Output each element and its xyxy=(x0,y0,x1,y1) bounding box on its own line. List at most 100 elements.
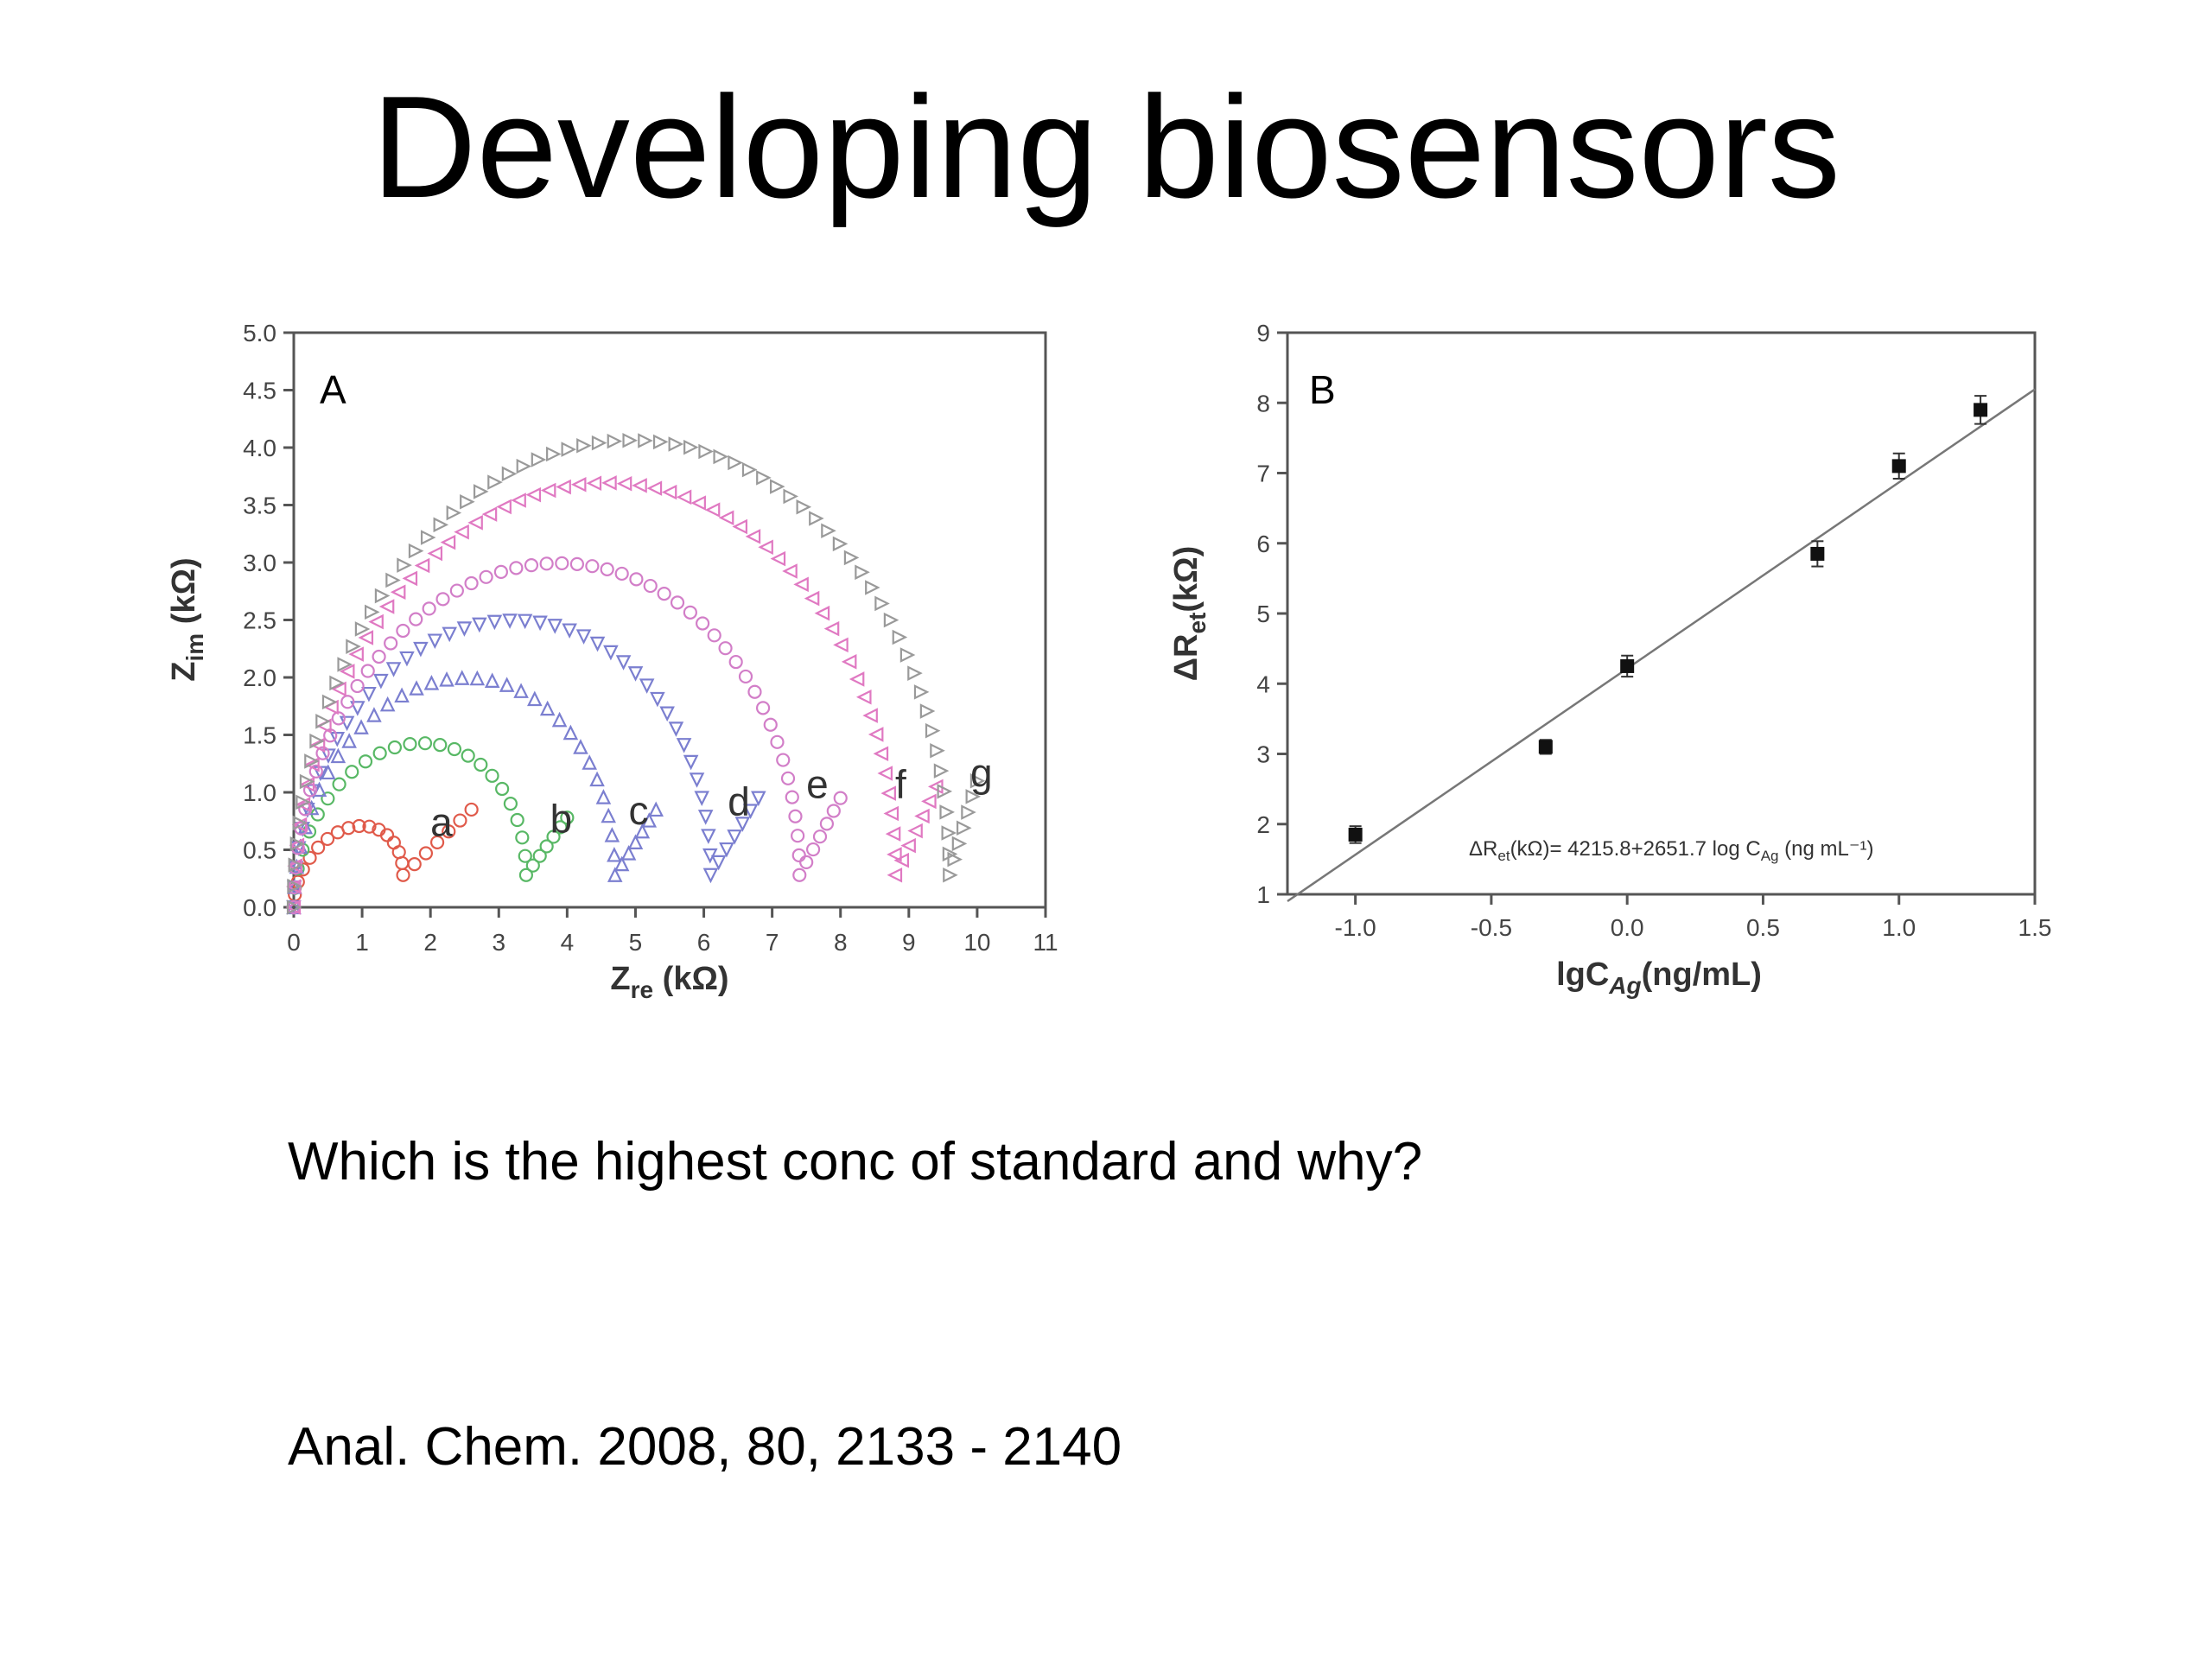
chart-a-data-point xyxy=(887,867,903,883)
chart-a-data-point xyxy=(454,524,469,540)
chart-a-data-point xyxy=(591,435,607,451)
chart-a-data-point xyxy=(710,855,727,871)
chart-a-data-point xyxy=(751,791,766,807)
chart-b-y-label-sub: et xyxy=(1184,613,1211,634)
chart-a-data-point xyxy=(601,475,617,491)
chart-a-y-label-sub: im xyxy=(181,633,208,662)
chart-a-data-point xyxy=(464,802,479,817)
chart-a-data-point xyxy=(368,613,384,630)
chart-a-data-point xyxy=(403,737,417,752)
chart-a-data-point xyxy=(525,858,540,873)
chart-a-data-point xyxy=(873,746,889,762)
chart-a-data-point xyxy=(576,437,592,454)
chart-b-panel-label: B xyxy=(1309,367,1336,412)
chart-a-data-point xyxy=(358,754,373,769)
chart-a-data-point xyxy=(742,804,759,819)
chart-a-data-point xyxy=(345,765,359,779)
chart-a-data-point xyxy=(287,878,302,894)
chart-a-data-point xyxy=(907,823,923,839)
chart-a-data-point xyxy=(648,801,664,817)
chart-a-data-point xyxy=(823,620,840,637)
chart-b-y-label-main: ΔR xyxy=(1168,634,1205,682)
chart-a-data-point xyxy=(449,583,464,598)
chart-a-data-point xyxy=(339,664,355,679)
chart-a-data-point xyxy=(540,482,556,499)
chart-a-x-tick-label: 10 xyxy=(963,929,990,956)
chart-b-equation: ΔRet(kΩ)= 4215.8+2651.7 log CAg (ng mL⁻¹… xyxy=(1469,837,1874,864)
chart-a-x-label-main: Z xyxy=(610,961,630,997)
chart-a-data-point xyxy=(372,746,387,760)
chart-b-x-tick-label: 0.0 xyxy=(1611,914,1644,941)
chart-a-data-point xyxy=(408,543,424,559)
chart-a-data-point xyxy=(309,737,326,753)
chart-a-data-point xyxy=(501,466,518,482)
chart-a-data-point xyxy=(694,791,710,806)
chart-a-data-point xyxy=(865,580,880,595)
chart-a-data-point xyxy=(755,701,771,715)
chart-a-data-point xyxy=(308,764,323,779)
chart-a-data-point xyxy=(320,831,335,847)
chart-a-curve-label-f: f xyxy=(895,762,906,807)
chart-a-x-tick-label: 6 xyxy=(697,929,711,956)
chart-b-x-tick-label: -0.5 xyxy=(1471,914,1512,941)
chart-a-data-point xyxy=(429,835,445,849)
chart-a-data-point xyxy=(702,868,719,884)
chart-a-y-tick-label: 0.0 xyxy=(243,894,276,921)
chart-a-data-point xyxy=(513,683,529,698)
chart-a-data-point xyxy=(358,630,374,645)
chart-a-data-point xyxy=(464,575,479,591)
chart-a-data-point xyxy=(407,857,422,872)
chart-a-data-point xyxy=(399,651,415,667)
chart-a-data-point xyxy=(622,432,638,448)
chart-a-data-point xyxy=(321,694,338,710)
chart-b-y-tick-label: 3 xyxy=(1256,741,1270,768)
chart-a-data-point xyxy=(414,557,430,574)
chart-a-data-point xyxy=(728,454,743,471)
chart-b-points xyxy=(1348,395,1988,844)
chart-a-data-point xyxy=(701,829,716,844)
chart-a-data-point xyxy=(868,727,884,742)
chart-a-data-point xyxy=(785,790,799,804)
chart-a-data-point xyxy=(770,550,786,567)
chart-a-data-point xyxy=(933,763,950,779)
chart-a-x-tick-label: 4 xyxy=(561,929,575,956)
chart-a-y-tick-label: 3.0 xyxy=(243,550,276,576)
chart-a-data-point xyxy=(332,777,346,791)
chart-a-data-point xyxy=(604,827,620,842)
chart-a-data-point xyxy=(484,672,500,688)
chart-a-data-point xyxy=(668,436,684,452)
chart-b-x-axis-label: lgCAg(ng/mL) xyxy=(1556,957,1762,999)
chart-a-data-point xyxy=(479,569,493,584)
chart-a-data-point xyxy=(502,613,518,629)
chart-a-data-point xyxy=(783,488,799,505)
chart-a-data-point xyxy=(453,813,467,828)
chart-a-data-point xyxy=(659,706,675,722)
chart-a-y-tick-label: 4.5 xyxy=(243,378,276,404)
chart-a-data-point xyxy=(454,670,470,685)
chart-a-data-point xyxy=(302,783,318,798)
chart-a-data-point xyxy=(320,764,336,780)
chart-a-data-point xyxy=(582,754,598,770)
chart-a-y-label-unit: (kΩ) xyxy=(166,557,202,632)
chart-a-data-point xyxy=(819,817,835,831)
chart-a-data-point xyxy=(814,605,830,621)
chart-a-data-point xyxy=(315,746,330,760)
chart-a-data-point xyxy=(885,826,901,842)
chart-a-x-tick-label: 5 xyxy=(629,929,643,956)
chart-a-data-point xyxy=(539,556,554,571)
chart-b-equation-sub2: Ag xyxy=(1761,848,1779,864)
chart-a-data-point xyxy=(732,518,747,535)
chart-a-data-point xyxy=(423,675,440,690)
chart-b-y-tick-label: 9 xyxy=(1256,320,1270,346)
chart-a-data-point xyxy=(718,641,733,656)
chart-a-data-point xyxy=(880,785,896,801)
chart-a-data-point xyxy=(340,695,355,709)
chart-a-data-point xyxy=(289,837,305,854)
chart-a-data-point xyxy=(650,691,665,708)
chart-a-data-point xyxy=(756,470,772,486)
chart-a-data-point xyxy=(855,689,872,705)
chart-a-data-point xyxy=(697,810,714,825)
chart-a-data-point xyxy=(374,588,391,604)
chart-a-data-point xyxy=(942,846,958,862)
